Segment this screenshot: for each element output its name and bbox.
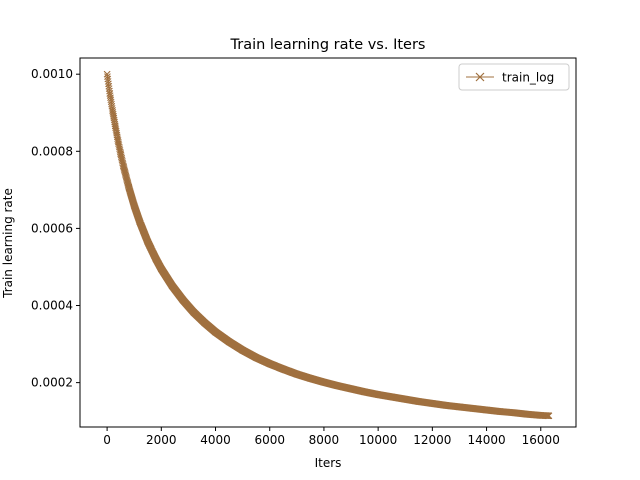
data-point (111, 122, 119, 130)
x-axis: 0 2000 4000 6000 8000 10000 12000 14000 16000 (103, 427, 560, 447)
data-point (212, 328, 219, 336)
y-axis-label: Train learning rate (1, 188, 15, 299)
data-point (120, 162, 127, 170)
plot-area (79, 57, 577, 428)
data-point (114, 137, 122, 144)
data-point (225, 338, 233, 346)
data-point (152, 255, 160, 263)
data-point (279, 365, 287, 373)
data-point (239, 346, 246, 354)
data-point (103, 70, 111, 78)
data-point (442, 402, 450, 409)
legend-x-icon (475, 72, 485, 82)
y-tick-label: 0.0008 (31, 144, 73, 158)
data-point (252, 354, 260, 361)
data-point (374, 391, 382, 398)
x-tick-label: 12000 (413, 433, 451, 447)
y-tick-label: 0.0010 (31, 67, 73, 81)
legend: train_log (458, 63, 570, 91)
data-point (523, 410, 531, 418)
legend-marker-x (475, 72, 485, 82)
data-point (320, 378, 328, 386)
series-layer (103, 70, 553, 420)
data-point (388, 393, 396, 401)
data-point (361, 388, 368, 396)
y-tick-label: 0.0004 (31, 299, 73, 313)
data-point (415, 398, 423, 405)
data-point (545, 412, 553, 420)
x-tick-label: 10000 (359, 433, 397, 447)
data-point (401, 395, 409, 403)
legend-frame (458, 63, 570, 91)
data-point (266, 360, 274, 368)
data-point (469, 405, 477, 412)
x-tick-label: 8000 (309, 433, 340, 447)
x-tick-label: 4000 (200, 433, 231, 447)
legend-label-train-log: train_log (502, 71, 554, 85)
chart-title: Train learning rate vs. Iters (230, 37, 426, 53)
data-point (201, 319, 209, 327)
data-point (125, 183, 133, 191)
data-point (334, 382, 341, 390)
data-point (117, 150, 125, 157)
x-tick-label: 0 (103, 433, 111, 447)
x-tick-label: 16000 (522, 433, 560, 447)
x-tick-label: 6000 (254, 433, 285, 447)
x-axis-label: Iters (315, 456, 342, 470)
data-point (109, 107, 116, 114)
data-point (496, 408, 504, 415)
data-point (456, 403, 463, 411)
data-point (157, 265, 165, 273)
y-axis: 0.0002 0.0004 0.0006 0.0008 0.0010 (31, 67, 80, 390)
data-point (130, 202, 138, 210)
data-point (168, 282, 176, 290)
data-point (483, 406, 490, 414)
x-tick-label: 2000 (146, 433, 177, 447)
data-point (136, 218, 143, 225)
data-point (106, 90, 114, 97)
data-point (179, 296, 187, 304)
data-point (307, 375, 314, 382)
y-tick-label: 0.0002 (31, 376, 73, 390)
data-point (190, 309, 198, 316)
data-point (510, 409, 518, 417)
data-point (347, 385, 355, 393)
y-tick-label: 0.0006 (31, 221, 73, 235)
data-point (293, 370, 301, 378)
plot-frame (79, 57, 577, 428)
data-point (144, 238, 152, 246)
data-point (537, 412, 545, 419)
data-point (428, 400, 436, 407)
x-tick-label: 14000 (467, 433, 505, 447)
